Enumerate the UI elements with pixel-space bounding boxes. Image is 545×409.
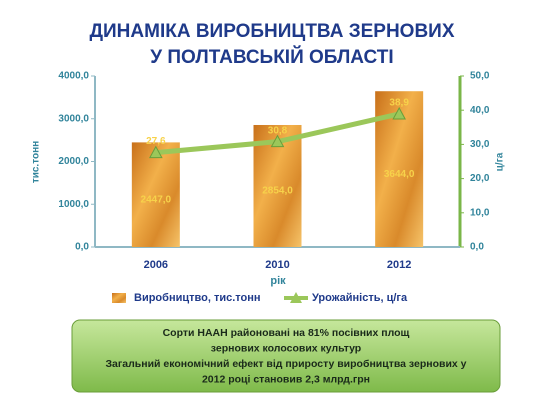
y2-tick-label: 10,0 — [470, 207, 490, 218]
note-line: зернових колосових культур — [211, 342, 361, 354]
note-line: 2012 році становив 2,3 млрд.грн — [202, 373, 370, 385]
y2-tick-label: 50,0 — [470, 71, 490, 82]
line-marker — [392, 106, 407, 120]
line-value-label: 27,6 — [146, 136, 166, 147]
bar — [131, 142, 180, 247]
x-axis-title: рік — [270, 275, 286, 287]
y2-tick-label: 0,0 — [470, 242, 484, 253]
note-line: Загальний економічний ефект від приросту… — [105, 358, 466, 370]
y-tick-label: 2000,0 — [58, 156, 89, 167]
legend-label: Урожайність, ц/га — [312, 292, 408, 304]
y2-axis-title: ц/га — [495, 152, 506, 171]
line-marker — [148, 145, 163, 159]
title-line: У ПОЛТАВСЬКІЙ ОБЛАСТІ — [150, 46, 393, 68]
line-marker — [270, 134, 285, 148]
y-tick-label: 0,0 — [75, 242, 89, 253]
x-tick-label: 2012 — [387, 259, 411, 271]
note-line: Сорти НААН районовані на 81% посівних пл… — [163, 327, 410, 339]
line-value-label: 38,9 — [389, 98, 409, 109]
y-axis-title: тис.тонн — [31, 141, 42, 183]
line-value-label: 30,8 — [268, 125, 288, 136]
title-line: ДИНАМІКА ВИРОБНИЦТВА ЗЕРНОВИХ — [89, 21, 454, 42]
bar-value-label: 2447,0 — [141, 194, 172, 205]
x-tick-label: 2006 — [144, 259, 168, 271]
x-tick-label: 2010 — [265, 259, 289, 271]
legend-swatch — [112, 293, 126, 303]
y2-tick-label: 20,0 — [470, 173, 490, 184]
y-tick-label: 1000,0 — [58, 199, 89, 210]
bar-value-label: 3644,0 — [384, 169, 415, 180]
y-tick-label: 3000,0 — [58, 113, 89, 124]
y2-tick-label: 40,0 — [470, 105, 490, 116]
legend-label: Виробництво, тис.тонн — [134, 292, 261, 304]
bar-value-label: 2854,0 — [262, 186, 293, 197]
y2-tick-label: 30,0 — [470, 139, 490, 150]
note-box — [71, 319, 501, 393]
y-tick-label: 4000,0 — [58, 71, 89, 82]
legend-swatch — [290, 292, 302, 303]
